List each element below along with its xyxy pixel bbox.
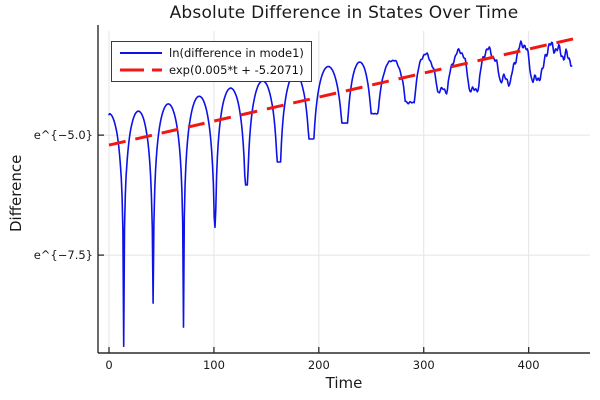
legend-entry-exp-fit: exp(0.005*t + -5.2071) [119, 61, 304, 78]
y-tick-label: e^{−5.0} [34, 128, 93, 142]
y-tick-label: e^{−7.5} [34, 248, 93, 262]
x-tick-label: 200 [308, 358, 330, 372]
x-tick-label: 100 [203, 358, 225, 372]
legend-entry-ln-difference: ln(difference in mode1) [119, 44, 304, 61]
x-tick-label: 0 [105, 358, 112, 372]
x-axis-label: Time [325, 374, 363, 392]
series-ln-difference-line [108, 40, 573, 348]
blue-solid-line-swatch [120, 51, 162, 54]
chart-title: Absolute Difference in States Over Time [169, 3, 519, 23]
legend-box: ln(difference in mode1) exp(0.005*t + -5… [111, 41, 312, 82]
axes [97, 25, 590, 354]
tick-marks [98, 134, 530, 353]
x-tick-label: 400 [518, 358, 540, 372]
red-dashed-line-swatch [120, 68, 162, 71]
data-series [108, 36, 577, 348]
legend-label: exp(0.005*t + -5.2071) [169, 62, 304, 77]
legend-label: ln(difference in mode1) [169, 45, 304, 60]
y-axis-label: Difference [7, 154, 25, 232]
tick-labels: 0 100 200 300 400 e^{−5.0} e^{−7.5} [34, 128, 540, 372]
x-tick-label: 300 [413, 358, 435, 372]
